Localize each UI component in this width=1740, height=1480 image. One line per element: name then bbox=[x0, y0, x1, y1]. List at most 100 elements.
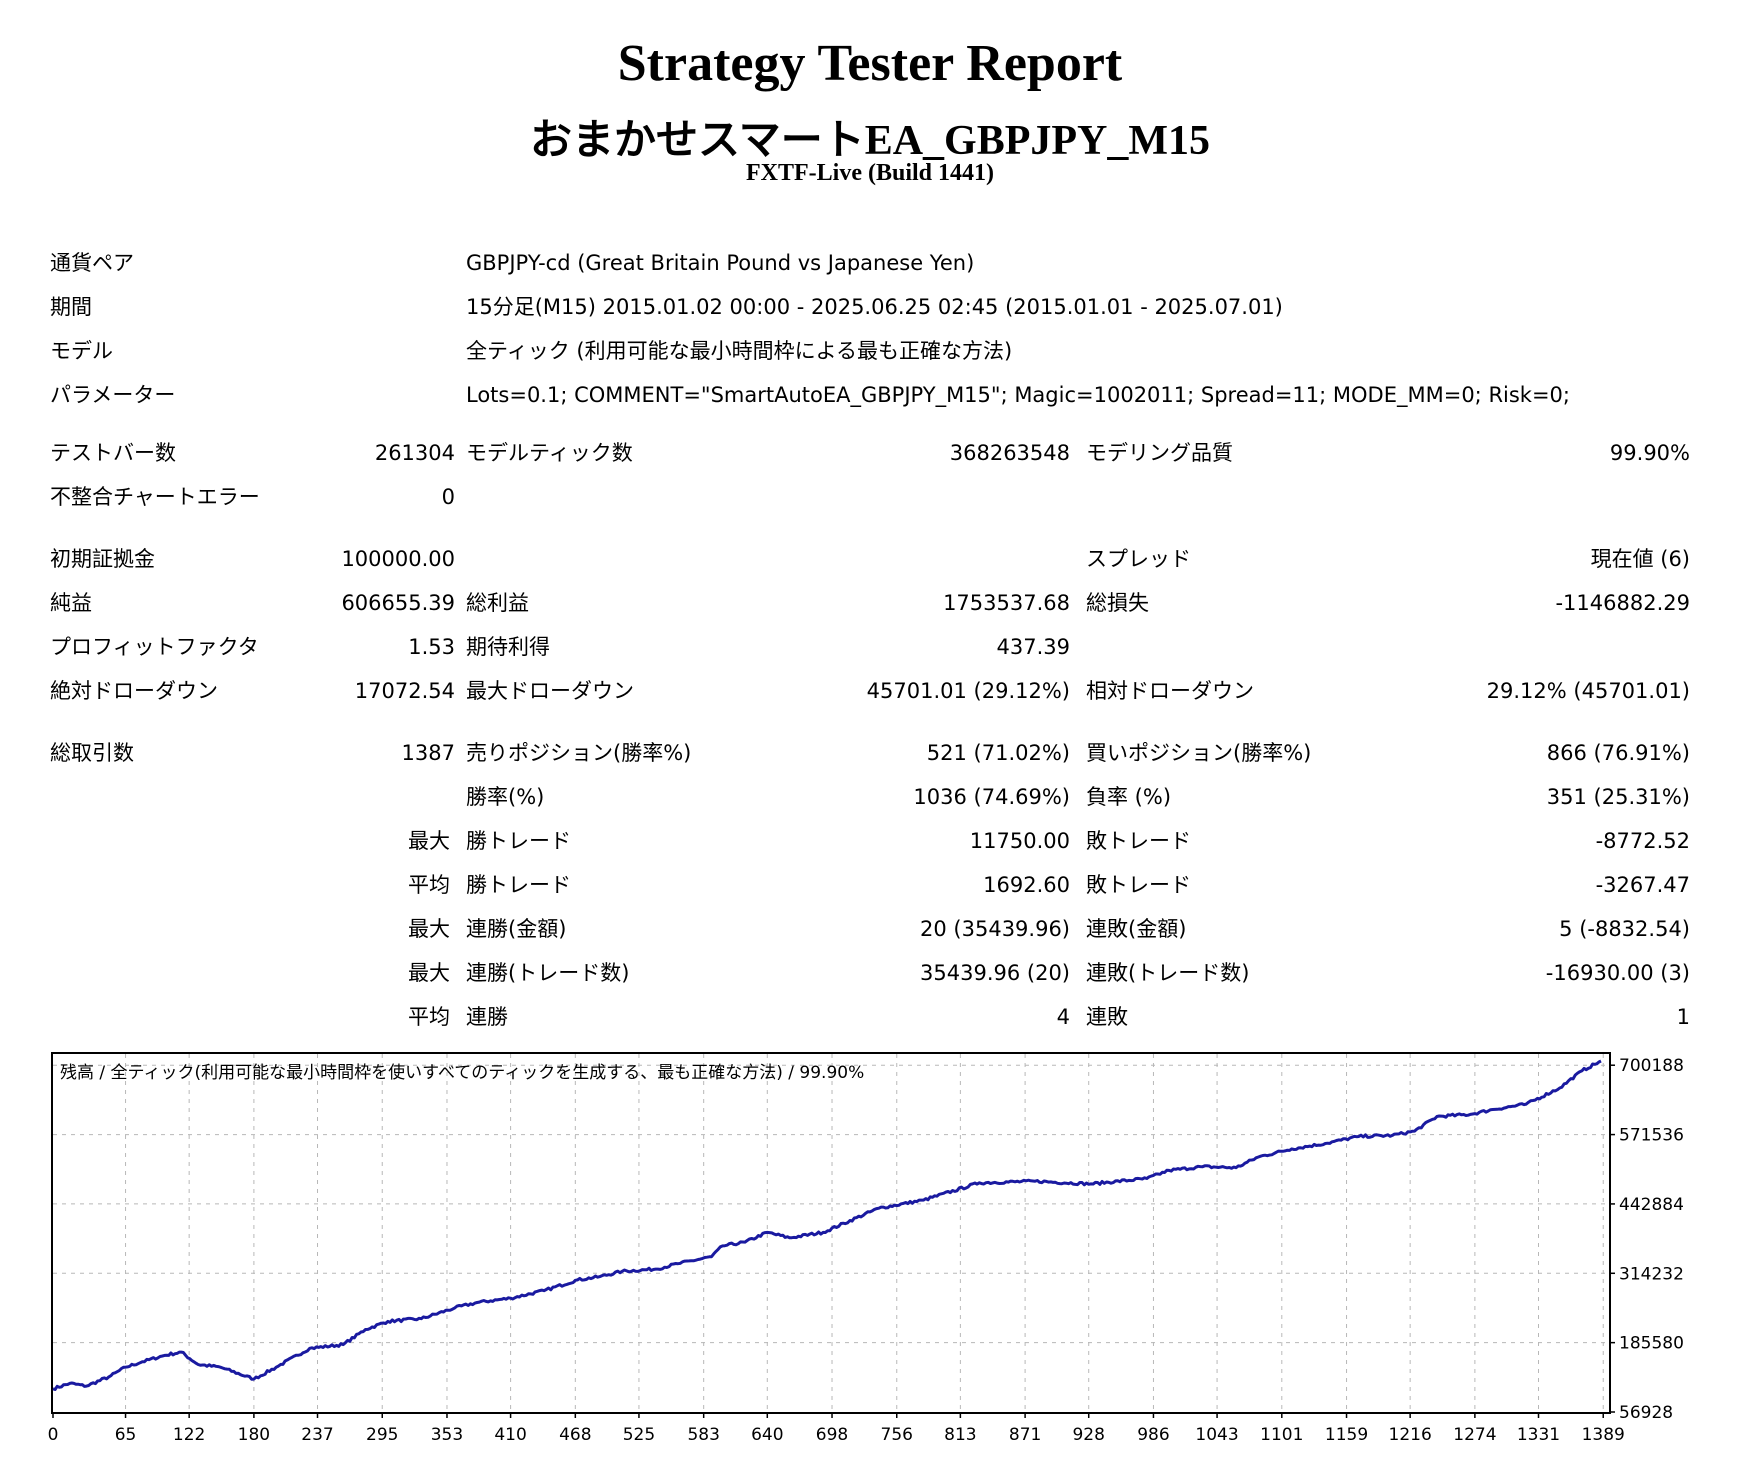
stat-value: 45701.01 (29.12%) bbox=[866, 679, 1070, 703]
x-tick-label: 0 bbox=[48, 1425, 59, 1445]
x-tick-label: 1389 bbox=[1582, 1425, 1625, 1445]
stat-label: 総損失 bbox=[1086, 591, 1149, 615]
stat-value: 1036 (74.69%) bbox=[913, 785, 1070, 809]
x-tick-label: 122 bbox=[173, 1425, 205, 1445]
stat-label: 負率 (%) bbox=[1086, 785, 1172, 809]
x-tick-label: 1216 bbox=[1389, 1425, 1432, 1445]
row-prefix: 最大 bbox=[408, 829, 450, 853]
stat-label: 敗トレード bbox=[1086, 829, 1191, 853]
stat-label: 勝率(%) bbox=[466, 785, 545, 809]
stat-label: 連敗 bbox=[1086, 1005, 1128, 1029]
stat-value: -3267.47 bbox=[1595, 873, 1690, 897]
x-tick-label: 525 bbox=[623, 1425, 655, 1445]
info-value: 15分足(M15) 2015.01.02 00:00 - 2025.06.25 … bbox=[466, 295, 1283, 319]
stat-label: 総利益 bbox=[466, 591, 529, 615]
chart-frame bbox=[51, 1052, 1611, 1414]
stat-value: 5 (-8832.54) bbox=[1559, 917, 1690, 941]
stat-label: 勝トレード bbox=[466, 829, 571, 853]
stat-label: モデリング品質 bbox=[1086, 441, 1233, 465]
stat-label: 連敗(金額) bbox=[1086, 917, 1187, 941]
info-label: パラメーター bbox=[50, 383, 176, 407]
chart-grid bbox=[53, 1054, 1609, 1412]
stat-label: 初期証拠金 bbox=[50, 547, 155, 571]
stat-value: 99.90% bbox=[1609, 441, 1690, 465]
stat-value: 17072.54 bbox=[354, 679, 455, 703]
x-tick-label: 1101 bbox=[1260, 1425, 1303, 1445]
y-tick-label: 442884 bbox=[1619, 1195, 1684, 1215]
info-value: Lots=0.1; COMMENT="SmartAutoEA_GBPJPY_M1… bbox=[466, 383, 1570, 407]
balance-chart: 残高 / 全ティック(利用可能な最小時間枠を使いすべてのティックを生成する、最も… bbox=[48, 1052, 1684, 1445]
x-tick-label: 1159 bbox=[1325, 1425, 1368, 1445]
stat-value: -8772.52 bbox=[1595, 829, 1690, 853]
stat-label: 売りポジション(勝率%) bbox=[466, 741, 692, 765]
info-value: 全ティック (利用可能な最小時間枠による最も正確な方法) bbox=[466, 339, 1013, 363]
stat-label: モデルティック数 bbox=[466, 441, 633, 465]
stat-value: 20 (35439.96) bbox=[920, 917, 1070, 941]
balance-line bbox=[52, 1059, 1602, 1391]
x-tick-label: 237 bbox=[301, 1425, 333, 1445]
info-value: GBPJPY-cd (Great Britain Pound vs Japane… bbox=[466, 251, 975, 275]
x-axis-ticks: 0 65 122 180 237 295 353 410 468 525 583 640 698 756 8… bbox=[48, 1412, 1625, 1445]
stat-value: 100000.00 bbox=[341, 547, 455, 571]
stat-value: 261304 bbox=[374, 441, 455, 465]
x-tick-label: 813 bbox=[944, 1425, 976, 1445]
x-tick-label: 410 bbox=[494, 1425, 526, 1445]
stat-value: 437.39 bbox=[996, 635, 1070, 659]
stat-value: 1692.60 bbox=[983, 873, 1070, 897]
stat-label: プロフィットファクタ bbox=[50, 635, 259, 659]
x-tick-label: 640 bbox=[751, 1425, 783, 1445]
row-prefix: 最大 bbox=[408, 961, 450, 985]
row-prefix: 平均 bbox=[408, 1005, 450, 1029]
stat-value: 29.12% (45701.01) bbox=[1486, 679, 1690, 703]
stat-label: 絶対ドローダウン bbox=[50, 679, 218, 703]
stat-value: 4 bbox=[1056, 1005, 1070, 1029]
stat-value: 1.53 bbox=[408, 635, 455, 659]
x-tick-label: 1274 bbox=[1453, 1425, 1496, 1445]
stat-label: 勝トレード bbox=[466, 873, 571, 897]
stat-value: 351 (25.31%) bbox=[1546, 785, 1690, 809]
y-tick-label: 185580 bbox=[1619, 1334, 1684, 1354]
x-tick-label: 871 bbox=[1009, 1425, 1041, 1445]
y-tick-label: 571536 bbox=[1619, 1126, 1684, 1146]
x-tick-label: 468 bbox=[559, 1425, 591, 1445]
stat-label: 期待利得 bbox=[466, 635, 550, 659]
stat-value: 現在値 (6) bbox=[1590, 547, 1690, 571]
stat-label: 総取引数 bbox=[50, 741, 134, 765]
x-tick-label: 1043 bbox=[1195, 1425, 1238, 1445]
stat-label: 最大ドローダウン bbox=[466, 679, 634, 703]
y-tick-label: 314232 bbox=[1619, 1264, 1684, 1284]
stat-label: 不整合チャートエラー bbox=[50, 485, 260, 509]
x-tick-label: 986 bbox=[1137, 1425, 1169, 1445]
stat-label: スプレッド bbox=[1086, 547, 1191, 571]
stat-value: 1753537.68 bbox=[943, 591, 1070, 615]
row-prefix: 平均 bbox=[408, 873, 450, 897]
stat-label: 相対ドローダウン bbox=[1086, 679, 1254, 703]
stat-label: 買いポジション(勝率%) bbox=[1086, 741, 1312, 765]
stat-label: 連勝 bbox=[466, 1005, 508, 1029]
stat-value: 1387 bbox=[401, 741, 455, 765]
server-build: FXTF-Live (Build 1441) bbox=[745, 160, 994, 186]
x-tick-label: 180 bbox=[238, 1425, 270, 1445]
info-label: 期間 bbox=[50, 295, 92, 319]
stat-value: 521 (71.02%) bbox=[926, 741, 1070, 765]
chart-caption: 残高 / 全ティック(利用可能な最小時間枠を使いすべてのティックを生成する、最も… bbox=[60, 1062, 864, 1083]
x-tick-label: 353 bbox=[431, 1425, 463, 1445]
stat-label: 純益 bbox=[50, 591, 92, 615]
x-tick-label: 1331 bbox=[1517, 1425, 1560, 1445]
stat-label: 連勝(トレード数) bbox=[466, 961, 630, 985]
stat-label: 敗トレード bbox=[1086, 873, 1191, 897]
x-tick-label: 698 bbox=[816, 1425, 848, 1445]
stat-value: 368263548 bbox=[949, 441, 1070, 465]
stat-value: 0 bbox=[441, 485, 455, 509]
info-label: モデル bbox=[50, 339, 113, 363]
stat-value: -16930.00 (3) bbox=[1545, 961, 1690, 985]
stat-value: 1 bbox=[1676, 1005, 1690, 1029]
y-tick-label: 56928 bbox=[1619, 1403, 1673, 1423]
stat-label: テストバー数 bbox=[50, 441, 176, 465]
stat-label: 連敗(トレード数) bbox=[1086, 961, 1250, 985]
stat-value: 606655.39 bbox=[341, 591, 455, 615]
x-tick-label: 295 bbox=[366, 1425, 398, 1445]
stat-value: 35439.96 (20) bbox=[920, 961, 1070, 985]
stat-value: 11750.00 bbox=[969, 829, 1070, 853]
x-tick-label: 65 bbox=[115, 1425, 137, 1445]
